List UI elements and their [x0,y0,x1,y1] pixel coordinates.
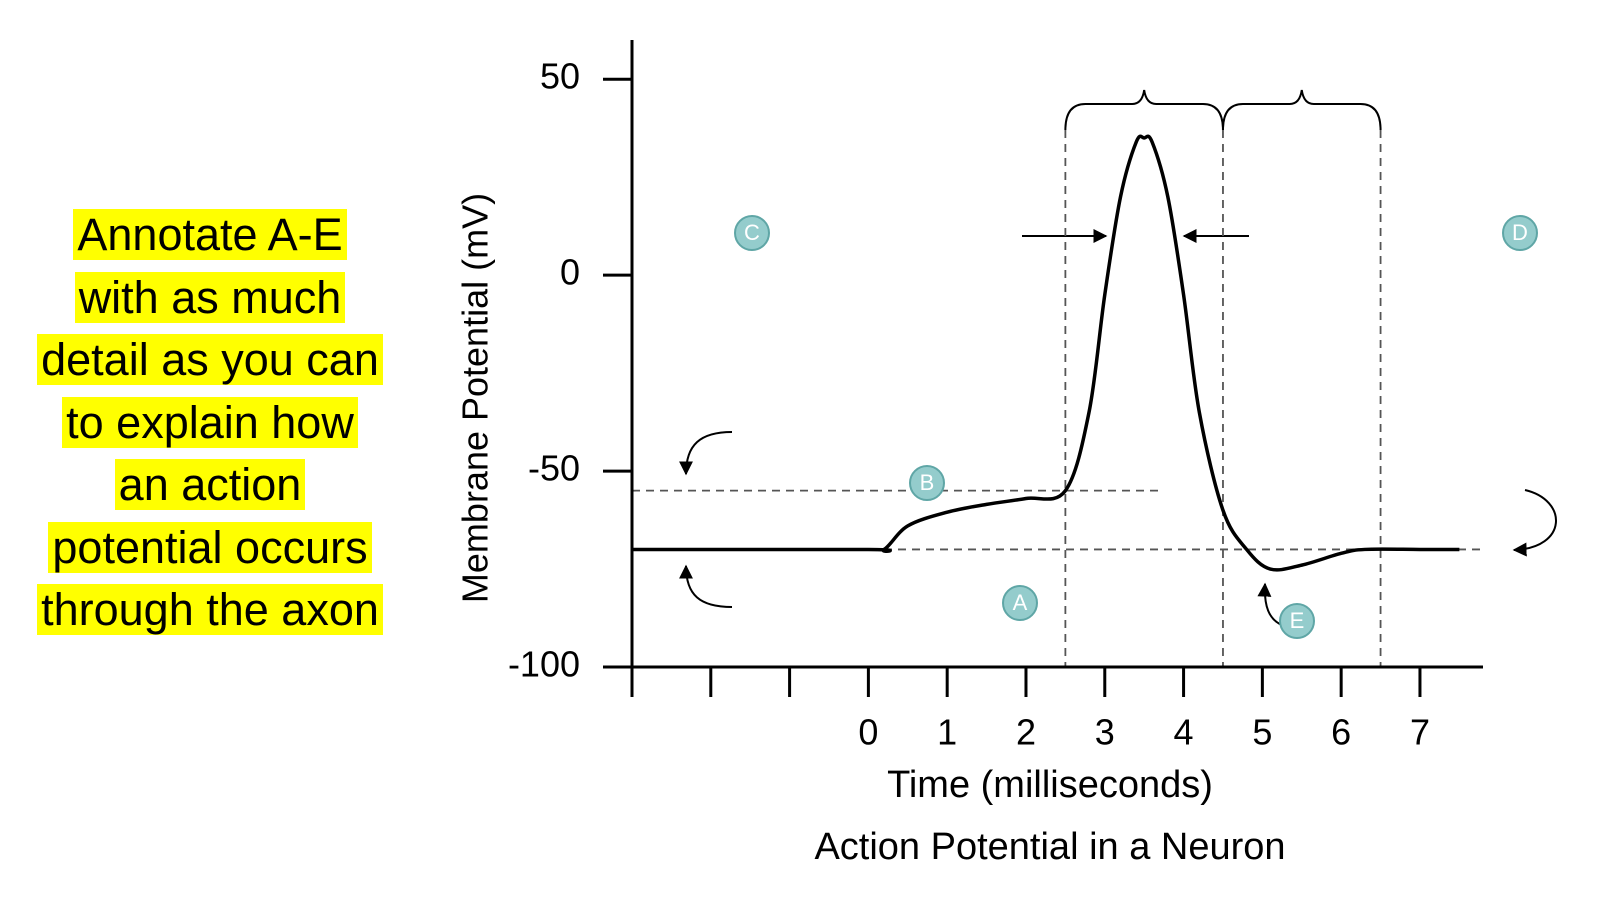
brace [1221,89,1382,131]
x-tick-label: 4 [1174,712,1194,753]
x-axis-label: Time (milliseconds) [887,764,1213,806]
instruction-line: an action [114,459,306,510]
marker: D [1502,215,1538,251]
y-tick-label: 50 [540,56,580,97]
instruction-line: through the axon [37,584,383,635]
y-tick-label: 0 [560,252,580,293]
arrows [679,229,1557,627]
x-tick-label: 2 [1016,712,1036,753]
marker-label: A [1013,590,1028,615]
arrow [1512,489,1557,557]
marker-circle [1279,603,1315,639]
marker-label: D [1512,220,1528,245]
marker: A [1002,585,1038,621]
marker-label: E [1290,608,1305,633]
arrow [679,431,733,476]
membrane-potential-curve [632,134,1460,572]
marker-circle [1002,585,1038,621]
marker-label: C [744,220,760,245]
brace [1064,89,1224,131]
instruction-line: detail as you can [37,334,383,385]
y-tick-label: -50 [528,448,580,489]
x-tick-label: 6 [1331,712,1351,753]
x-tick-label: 5 [1252,712,1272,753]
instruction-line: with as much [74,271,346,323]
marker: E [1279,603,1315,639]
marker-label: B [920,470,935,495]
x-tick-label: 7 [1410,712,1430,753]
x-tick-label: 0 [858,712,878,753]
instruction-line: to explain how [62,396,358,448]
marker-circle [734,215,770,251]
y-tick-label: -100 [508,644,580,685]
x-tick-label: 3 [1095,712,1115,753]
x-tick-label: 1 [937,712,957,753]
marker-circle [909,465,945,501]
instruction-text: Annotate A-E with as much detail as you ca… [0,204,420,642]
marker: B [909,465,945,501]
instruction-line: Annotate A-E [73,209,347,260]
arrow [679,564,733,608]
y-axis-label: Membrane Potential (mV) [455,193,496,603]
chart-title: Action Potential in a Neuron [814,826,1285,868]
instruction-line: potential occurs [48,521,372,573]
marker-circle [1502,215,1538,251]
marker: C [734,215,770,251]
